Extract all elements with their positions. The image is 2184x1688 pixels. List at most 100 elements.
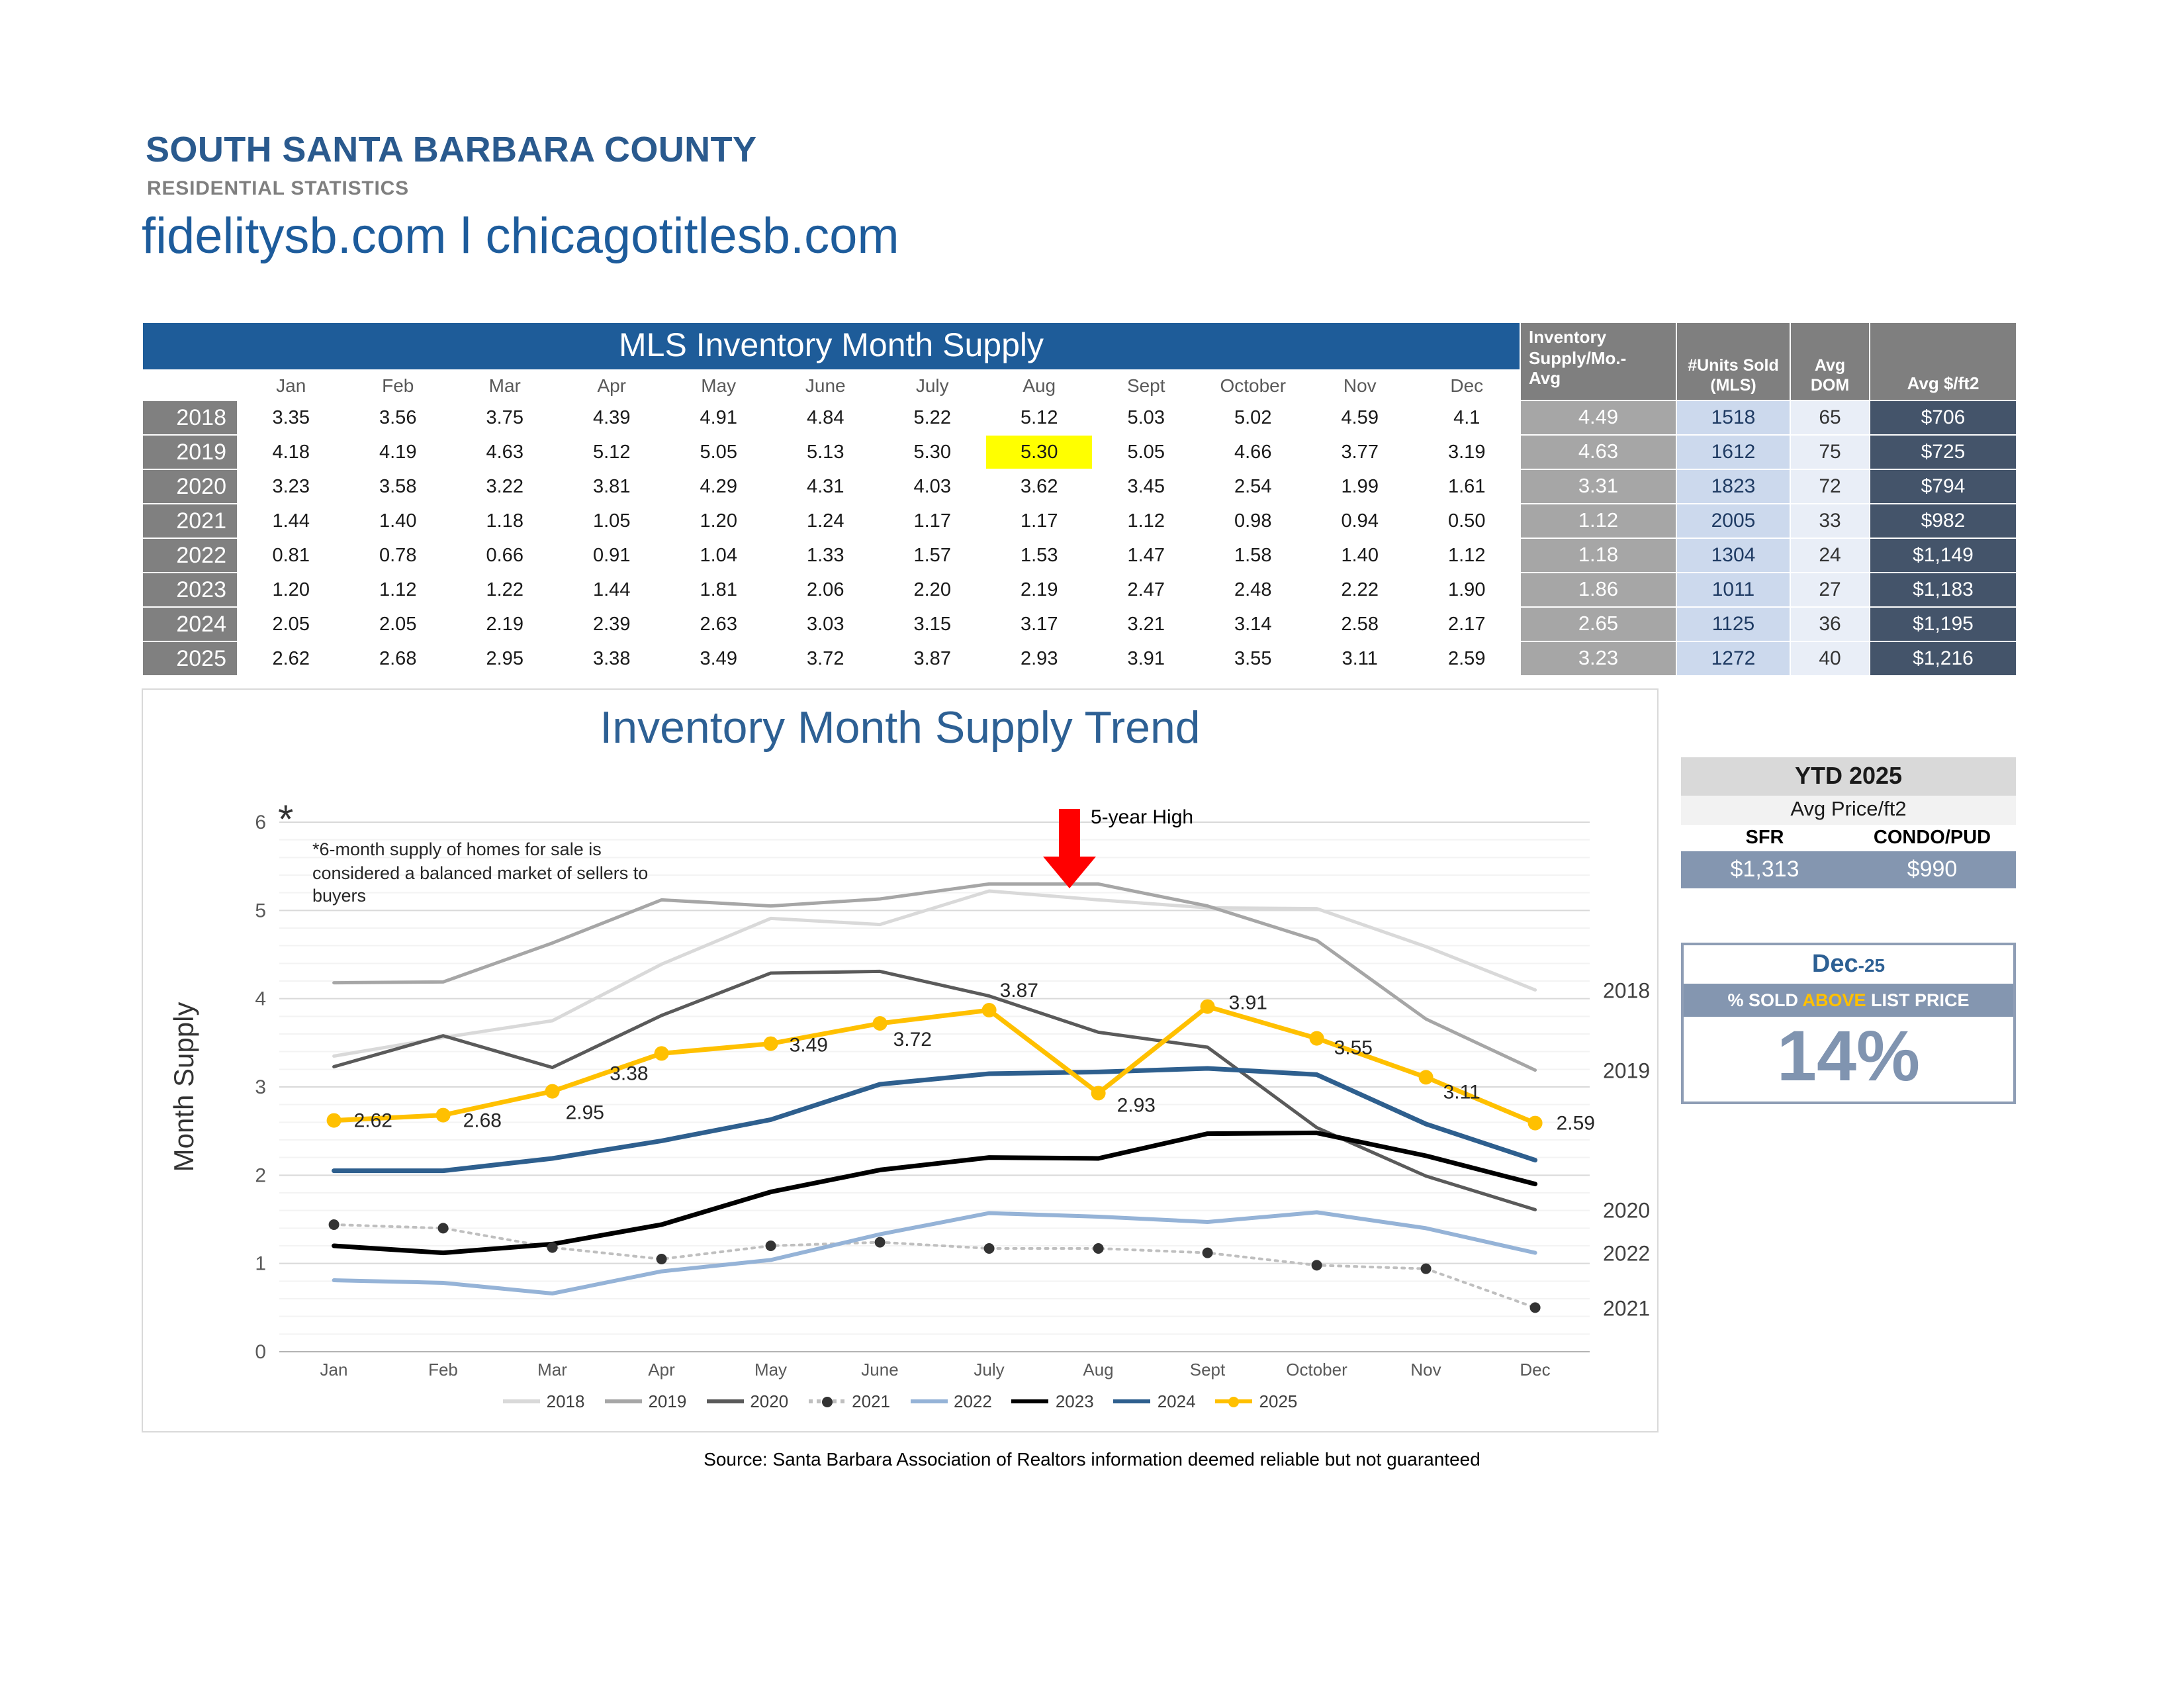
value-cell: 0.94 [1306, 503, 1414, 539]
series-marker [765, 1241, 776, 1251]
avg-cell: 3.23 [1520, 641, 1677, 677]
legend-label: 2019 [648, 1391, 687, 1411]
value-cell: 3.14 [1199, 606, 1307, 642]
price-cell: $1,149 [1869, 538, 2017, 573]
svg-text:2: 2 [255, 1164, 266, 1186]
source-note: Source: Santa Barbara Association of Rea… [704, 1448, 1480, 1470]
value-cell: 1.90 [1412, 572, 1521, 608]
value-cell: 1.47 [1092, 538, 1201, 573]
series-marker [437, 1223, 449, 1234]
value-cell: 4.19 [343, 434, 452, 470]
value-cell: 2.05 [343, 606, 452, 642]
page-title: SOUTH SANTA BARBARA COUNTY [146, 130, 757, 169]
ytd-subtitle: Avg Price/ft2 [1681, 796, 2016, 825]
series-end-labels: 2018 2019 2020 2022 2021 [1603, 978, 1650, 1320]
value-cell: 1.99 [1306, 469, 1414, 504]
series-marker [1309, 1031, 1324, 1046]
value-cell: 0.98 [1199, 503, 1307, 539]
dec-panel: Dec-25 % SOLD ABOVE LIST PRICE 14% [1681, 943, 2016, 1104]
value-cell: 5.02 [1199, 400, 1307, 436]
ytd-panel: YTD 2025 Avg Price/ft2 SFR CONDO/PUD $1,… [1681, 757, 2016, 888]
month-header: Nov [1306, 369, 1414, 401]
svg-text:3: 3 [255, 1076, 266, 1098]
series-marker [326, 1113, 341, 1128]
value-cell: 1.40 [1306, 538, 1414, 573]
value-cell: 3.81 [557, 469, 666, 504]
units-cell: 1304 [1676, 538, 1791, 573]
dom-cell: 75 [1790, 434, 1870, 470]
series-end-label: 2021 [1603, 1296, 1650, 1320]
month-header: May [664, 369, 773, 401]
data-label: 3.55 [1334, 1037, 1373, 1059]
series-lines [332, 882, 1538, 1309]
data-label: 3.49 [790, 1035, 828, 1056]
units-cell: 1823 [1676, 469, 1791, 504]
value-cell: 5.12 [985, 400, 1093, 436]
header-avg-dom: Avg DOM [1790, 322, 1870, 401]
series-end-label: 2022 [1603, 1242, 1650, 1266]
header-avg-price: Avg $/ft2 [1869, 322, 2017, 401]
legend-line [1215, 1396, 1253, 1407]
data-label: 3.72 [893, 1029, 932, 1051]
series-end-label: 2018 [1603, 978, 1650, 1002]
value-cell: 3.72 [771, 641, 880, 677]
value-cell: 5.12 [557, 434, 666, 470]
ytd-columns: SFR CONDO/PUD [1681, 825, 2016, 851]
svg-text:4: 4 [255, 988, 266, 1010]
value-cell: 3.77 [1306, 434, 1414, 470]
value-cell: 4.1 [1412, 400, 1521, 436]
legend-line [910, 1399, 947, 1403]
table-row: 2021 1.44 1.40 1.18 1.05 1.20 1.24 1.17 1.17 1.12… [142, 503, 2017, 539]
value-cell: 1.20 [664, 503, 773, 539]
value-cell: 2.22 [1306, 572, 1414, 608]
value-cell: 3.56 [343, 400, 452, 436]
ytd-condo-price: $990 [1907, 857, 1958, 882]
value-cell: 3.62 [985, 469, 1093, 504]
value-cell: 2.19 [985, 572, 1093, 608]
value-cell: 3.91 [1092, 641, 1201, 677]
series-2021 [332, 1223, 1537, 1309]
price-cell: $982 [1869, 503, 2017, 539]
data-label: 2.95 [566, 1102, 604, 1124]
value-cell: 1.24 [771, 503, 880, 539]
series-marker [1420, 1263, 1432, 1274]
series-marker [435, 1107, 451, 1123]
series-marker [1093, 1243, 1104, 1254]
value-cell: 5.30 [878, 434, 987, 470]
legend-line [1113, 1399, 1151, 1403]
value-cell: 2.47 [1092, 572, 1201, 608]
value-cell: 3.17 [985, 606, 1093, 642]
legend-label: 2023 [1055, 1391, 1094, 1411]
chart-asterisk: * [278, 798, 294, 842]
ytd-values: $1,313 $990 [1681, 851, 2016, 888]
legend-item: 2020 [706, 1391, 788, 1411]
value-cell: 0.78 [343, 538, 452, 573]
month-header: Sept [1092, 369, 1201, 401]
series-markers [326, 999, 1543, 1313]
dom-cell: 65 [1790, 400, 1870, 436]
units-cell: 1612 [1676, 434, 1791, 470]
website-link[interactable]: fidelitysb.com l chicagotitlesb.com [142, 209, 899, 265]
value-cell: 2.48 [1199, 572, 1307, 608]
ytd-sfr-price: $1,313 [1730, 857, 1799, 882]
series-marker [1200, 999, 1215, 1014]
value-cell: 5.05 [1092, 434, 1201, 470]
balanced-market-note: *6-month supply of homes for sale is con… [312, 839, 649, 906]
five-year-high-label: 5-year High [1091, 806, 1193, 828]
legend-label: 2020 [750, 1391, 789, 1411]
value-cell: 5.05 [664, 434, 773, 470]
value-cell: 2.39 [557, 606, 666, 642]
legend-marker-dot [821, 1396, 833, 1407]
value-cell: 2.62 [237, 641, 345, 677]
value-cell: 4.31 [771, 469, 880, 504]
value-cell: 1.20 [237, 572, 345, 608]
table-row: 2020 3.23 3.58 3.22 3.81 4.29 4.31 4.03 3.62 3.45… [142, 469, 2017, 504]
legend-item: 2025 [1215, 1391, 1297, 1411]
value-cell: 4.84 [771, 400, 880, 436]
x-axis-labels: Jan Feb Mar Apr May June July Aug Sept October Nov… [320, 1360, 1551, 1380]
series-marker [1091, 1086, 1106, 1101]
table-row: 2019 4.18 4.19 4.63 5.12 5.05 5.13 5.30 5.30 5.05… [142, 434, 2017, 470]
price-cell: $1,195 [1869, 606, 2017, 642]
value-cell: 4.18 [237, 434, 345, 470]
